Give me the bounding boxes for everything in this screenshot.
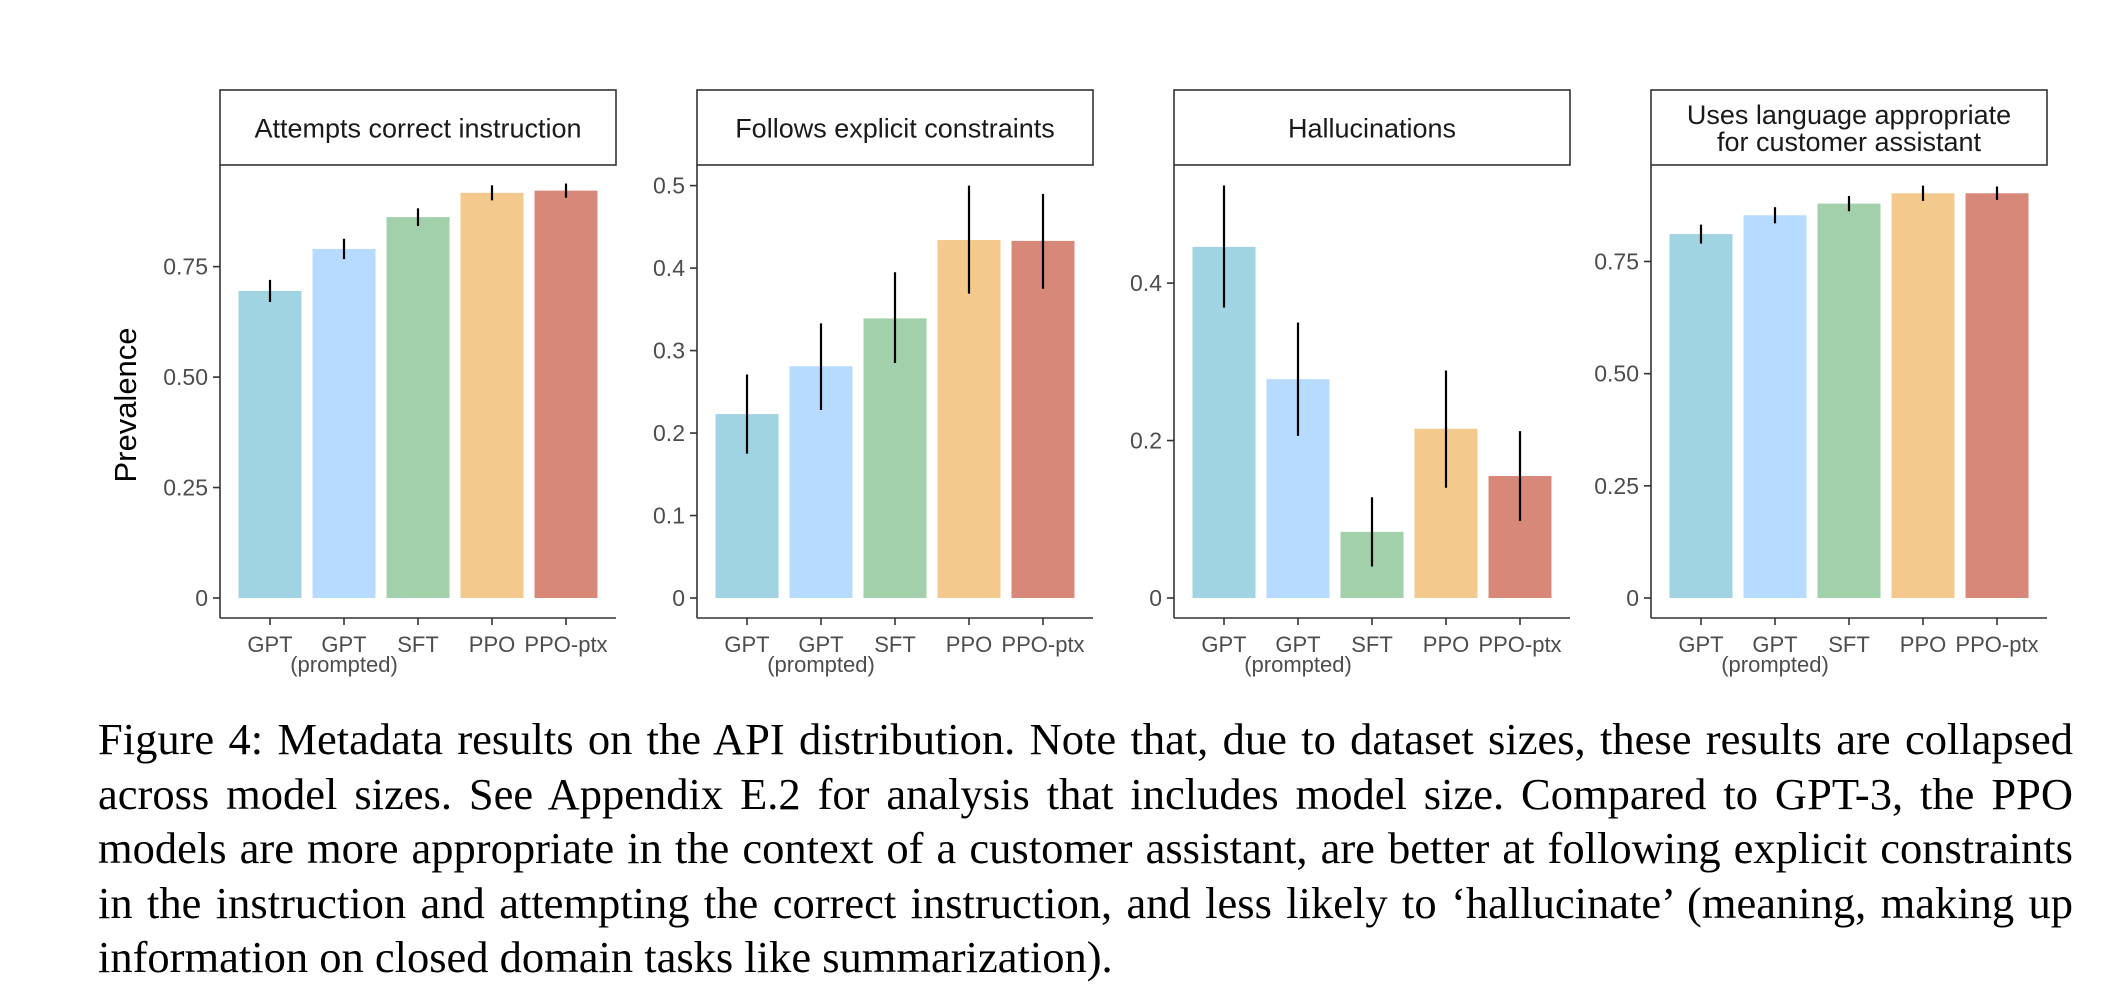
y-tick-label: 0.4 [1130, 270, 1162, 296]
x-tick-label: (prompted) [290, 652, 398, 677]
panel-title: Uses language appropriate [1687, 100, 2011, 130]
x-tick-label: PPO [469, 632, 515, 657]
x-tick-label: GPT [798, 632, 843, 657]
y-tick-label: 0.50 [1594, 361, 1639, 387]
bar-sft [386, 217, 450, 599]
chart-panel-3: Hallucinations 0 0.2 0.4 GPT GPT(prompted)SFT… [1130, 89, 1571, 677]
y-tick-label: 0.2 [653, 420, 685, 446]
bar-sft [863, 318, 927, 598]
x-tick-label: PPO [1423, 632, 1469, 657]
y-tick-label: 0 [1149, 585, 1162, 611]
x-tick-label: PPO-ptx [1001, 632, 1084, 657]
bar-ppo-ptx [534, 190, 598, 598]
chart-panel-1: Attempts correct instruction 0 0.25 0.50 0.7… [163, 89, 617, 677]
x-tick-label: PPO-ptx [1955, 632, 2038, 657]
x-tick-label: PPO [946, 632, 992, 657]
x-tick-label: PPO-ptx [1478, 632, 1561, 657]
x-tick-label: (prompted) [1721, 652, 1829, 677]
panel-title-strip [219, 89, 617, 166]
bar-ppo-ptx [1965, 193, 2029, 599]
bar-ppo [460, 192, 524, 599]
panel-title: Hallucinations [1288, 114, 1456, 144]
y-tick-label: 0.75 [1594, 248, 1639, 274]
panel-title: Follows explicit constraints [735, 114, 1055, 144]
bar-ppo-ptx [1011, 240, 1075, 598]
bar-ppo [1891, 193, 1955, 599]
y-tick-label: 0 [195, 585, 208, 611]
x-tick-label: GPT [724, 632, 769, 657]
y-tick-label: 0.1 [653, 503, 685, 529]
y-tick-label: 0.25 [163, 475, 208, 501]
x-tick-label: PPO-ptx [524, 632, 607, 657]
bar-sft [1817, 203, 1881, 598]
panel-title: for customer assistant [1717, 127, 1982, 157]
x-tick-label: PPO [1900, 632, 1946, 657]
bar-gpt-prompted [1743, 215, 1807, 598]
y-tick-label: 0.50 [163, 364, 208, 390]
chart-panel-2: Follows explicit constraints 0 0.1 0.2 0.3 0.… [653, 89, 1094, 677]
figure-caption: Figure 4: Metadata results on the API di… [98, 714, 2073, 982]
y-tick-label: 0 [1626, 585, 1639, 611]
bar-gpt [238, 290, 302, 598]
x-tick-label: GPT [1678, 632, 1723, 657]
x-tick-label: GPT [1275, 632, 1320, 657]
x-tick-label: SFT [874, 632, 916, 657]
x-tick-label: GPT [321, 632, 366, 657]
x-tick-label: SFT [397, 632, 439, 657]
x-tick-label: GPT [1201, 632, 1246, 657]
x-tick-label: GPT [1752, 632, 1797, 657]
y-tick-label: 0.4 [653, 255, 685, 281]
y-tick-label: 0 [672, 585, 685, 611]
figure-panels: Prevalence Attempts correct instruction 0… [108, 89, 2048, 677]
y-axis-label: Prevalence [108, 327, 143, 482]
y-tick-label: 0.3 [653, 338, 685, 364]
panel-title-strip [1173, 89, 1571, 166]
y-tick-label: 0.75 [163, 254, 208, 280]
x-tick-label: (prompted) [767, 652, 875, 677]
y-tick-label: 0.25 [1594, 473, 1639, 499]
panel-title: Attempts correct instruction [254, 114, 581, 144]
panel-title-strip [1650, 89, 2048, 166]
x-tick-label: GPT [247, 632, 292, 657]
bar-gpt [1669, 234, 1733, 598]
y-tick-label: 0.5 [653, 173, 685, 199]
x-tick-label: (prompted) [1244, 652, 1352, 677]
y-tick-label: 0.2 [1130, 428, 1162, 454]
bar-gpt-prompted [312, 248, 376, 598]
panel-title-strip [696, 89, 1094, 166]
x-tick-label: SFT [1828, 632, 1870, 657]
bar-ppo [937, 240, 1001, 598]
x-tick-label: SFT [1351, 632, 1393, 657]
